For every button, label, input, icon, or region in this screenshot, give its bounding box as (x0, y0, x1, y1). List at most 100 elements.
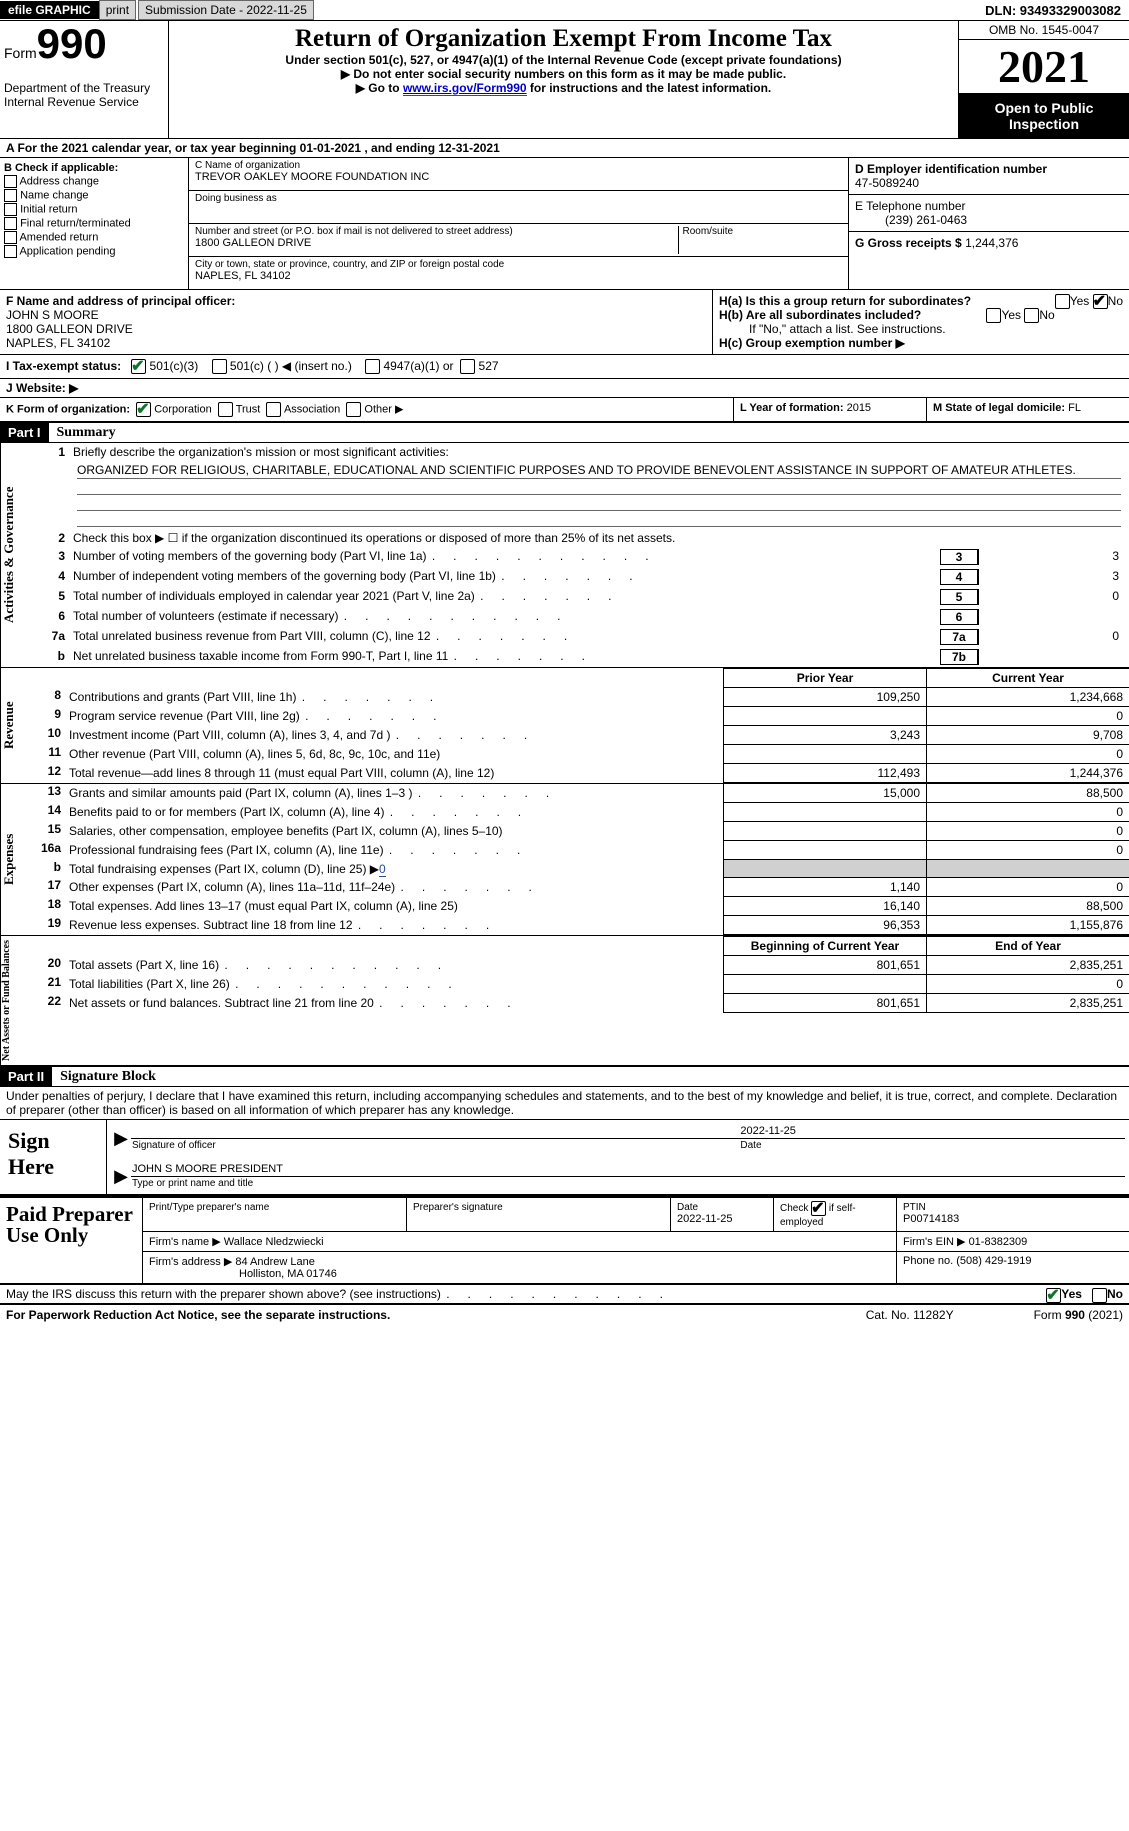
firm-name: Firm's name ▶ Wallace Nledzwiecki (143, 1232, 897, 1251)
section-k: K Form of organization: Corporation Trus… (0, 398, 734, 421)
sign-here-block: Sign Here ▶ 2022-11-25 Signature of offi… (0, 1120, 1129, 1196)
h-a-yes-checkbox[interactable] (1055, 294, 1070, 309)
tax-year: 2021 (959, 40, 1129, 94)
line-16a: Professional fundraising fees (Part IX, … (67, 841, 723, 860)
chk-501c[interactable] (212, 359, 227, 374)
section-b-label: B Check if applicable: (4, 162, 118, 174)
street-address: 1800 GALLEON DRIVE (195, 237, 311, 249)
col-beginning: Beginning of Current Year (723, 936, 926, 956)
city-state-zip: NAPLES, FL 34102 (195, 270, 291, 282)
prep-print-name: Print/Type preparer's name (143, 1198, 407, 1231)
sign-here-label: Sign Here (0, 1120, 107, 1194)
line-19: Revenue less expenses. Subtract line 18 … (67, 916, 723, 935)
submission-date-button[interactable]: Submission Date - 2022-11-25 (138, 0, 314, 20)
val-5: 0 (978, 589, 1125, 605)
chk-association[interactable] (266, 402, 281, 417)
col-current-year: Current Year (926, 668, 1129, 688)
bcd-block: B Check if applicable: Address change Na… (0, 158, 1129, 290)
officer-label: F Name and address of principal officer: (6, 294, 235, 308)
dept-treasury: Department of the Treasury (4, 81, 164, 95)
part-1-title: Summary (49, 425, 116, 441)
officer-name: JOHN S MOORE (6, 308, 99, 322)
line-11: Other revenue (Part VIII, column (A), li… (67, 745, 723, 764)
print-button[interactable]: print (99, 0, 136, 20)
form-org-label: K Form of organization: (6, 404, 130, 416)
discuss-yes-checkbox[interactable] (1046, 1288, 1061, 1303)
org-name-label: C Name of organization (195, 160, 842, 171)
klm-block: K Form of organization: Corporation Trus… (0, 398, 1129, 422)
chk-self-employed[interactable] (811, 1201, 826, 1216)
chk-name-change[interactable]: Name change (4, 189, 184, 202)
line-22: Net assets or fund balances. Subtract li… (67, 994, 723, 1013)
street-label: Number and street (or P.O. box if mail i… (195, 226, 674, 237)
col-end: End of Year (926, 936, 1129, 956)
chk-other[interactable] (346, 402, 361, 417)
val-7a: 0 (978, 629, 1125, 645)
subtitle-2: ▶ Do not enter social security numbers o… (175, 67, 952, 81)
header-center: Return of Organization Exempt From Incom… (169, 21, 959, 138)
section-i: I Tax-exempt status: 501(c)(3) 501(c) ( … (0, 355, 1129, 379)
mission-text-block: ORGANIZED FOR RELIGIOUS, CHARITABLE, EDU… (33, 461, 1129, 529)
line-4: Number of independent voting members of … (73, 569, 940, 585)
part-2-header: Part II Signature Block (0, 1066, 1129, 1087)
line-20: Total assets (Part X, line 16) (67, 956, 723, 975)
line-18: Total expenses. Add lines 13–17 (must eq… (67, 897, 723, 916)
vtab-net-assets: Net Assets or Fund Balances (0, 936, 33, 1065)
officer-addr1: 1800 GALLEON DRIVE (6, 322, 133, 336)
line-6: Total number of volunteers (estimate if … (73, 609, 940, 625)
form-word: Form (4, 45, 37, 61)
chk-initial-return[interactable]: Initial return (4, 203, 184, 216)
net-assets-section: Net Assets or Fund Balances Beginning of… (0, 936, 1129, 1066)
h-b-no-checkbox[interactable] (1024, 308, 1039, 323)
line-17: Other expenses (Part IX, column (A), lin… (67, 878, 723, 897)
line-5: Total number of individuals employed in … (73, 589, 940, 605)
chk-trust[interactable] (218, 402, 233, 417)
h-b-yes-checkbox[interactable] (986, 308, 1001, 323)
activities-governance-section: Activities & Governance 1 Briefly descri… (0, 443, 1129, 668)
form-title: Return of Organization Exempt From Incom… (175, 25, 952, 53)
line-13: Grants and similar amounts paid (Part IX… (67, 784, 723, 803)
tax-exempt-label: I Tax-exempt status: (6, 359, 121, 373)
chk-527[interactable] (460, 359, 475, 374)
officer-print-name: JOHN S MOORE PRESIDENT (131, 1162, 1125, 1177)
chk-4947a1[interactable] (365, 359, 380, 374)
form-number: 990 (37, 20, 107, 67)
irs-gov-link[interactable]: www.irs.gov/Form990 (403, 81, 527, 96)
section-h: H(a) Is this a group return for subordin… (713, 290, 1129, 354)
signature-label: Signature of officer (131, 1139, 739, 1153)
val-7b (978, 649, 1125, 665)
h-b-label: H(b) Are all subordinates included? (719, 308, 921, 322)
section-c: C Name of organization TREVOR OAKLEY MOO… (189, 158, 849, 289)
cat-no: Cat. No. 11282Y (866, 1308, 954, 1322)
line-15: Salaries, other compensation, employee b… (67, 822, 723, 841)
page-footer: For Paperwork Reduction Act Notice, see … (0, 1304, 1129, 1325)
prep-date: Date2022-11-25 (671, 1198, 774, 1231)
expenses-section: Expenses 13Grants and similar amounts pa… (0, 784, 1129, 936)
irs-text: Internal Revenue Service (4, 95, 164, 109)
line-9: Program service revenue (Part VIII, line… (67, 707, 723, 726)
section-l: L Year of formation: 2015 (734, 398, 927, 421)
chk-corporation[interactable] (136, 402, 151, 417)
h-a-no-checkbox[interactable] (1093, 294, 1108, 309)
chk-application-pending[interactable]: Application pending (4, 245, 184, 258)
chk-501c3[interactable] (131, 359, 146, 374)
chk-amended-return[interactable]: Amended return (4, 231, 184, 244)
tel-value: (239) 261-0463 (855, 213, 967, 227)
chk-final-return[interactable]: Final return/terminated (4, 217, 184, 230)
fundraising-exp-link[interactable]: 0 (379, 862, 386, 877)
ein-value: 47-5089240 (855, 176, 919, 190)
vtab-revenue: Revenue (0, 668, 33, 783)
line-12: Total revenue—add lines 8 through 11 (mu… (67, 764, 723, 783)
paid-preparer-block: Paid Preparer Use Only Print/Type prepar… (0, 1196, 1129, 1285)
part-2-title: Signature Block (52, 1069, 156, 1085)
line-b: Total fundraising expenses (Part IX, col… (67, 860, 723, 878)
line-7b: Net unrelated business taxable income fr… (73, 649, 940, 665)
val-3: 3 (978, 549, 1125, 565)
part-2-badge: Part II (0, 1067, 52, 1086)
chk-address-change[interactable]: Address change (4, 175, 184, 188)
sign-date: 2022-11-25 (739, 1124, 1125, 1139)
prep-self-employed: Check if self-employed (774, 1198, 897, 1231)
val-4: 3 (978, 569, 1125, 585)
line-a-calendar-year: A For the 2021 calendar year, or tax yea… (0, 139, 1129, 158)
discuss-no-checkbox[interactable] (1092, 1288, 1107, 1303)
